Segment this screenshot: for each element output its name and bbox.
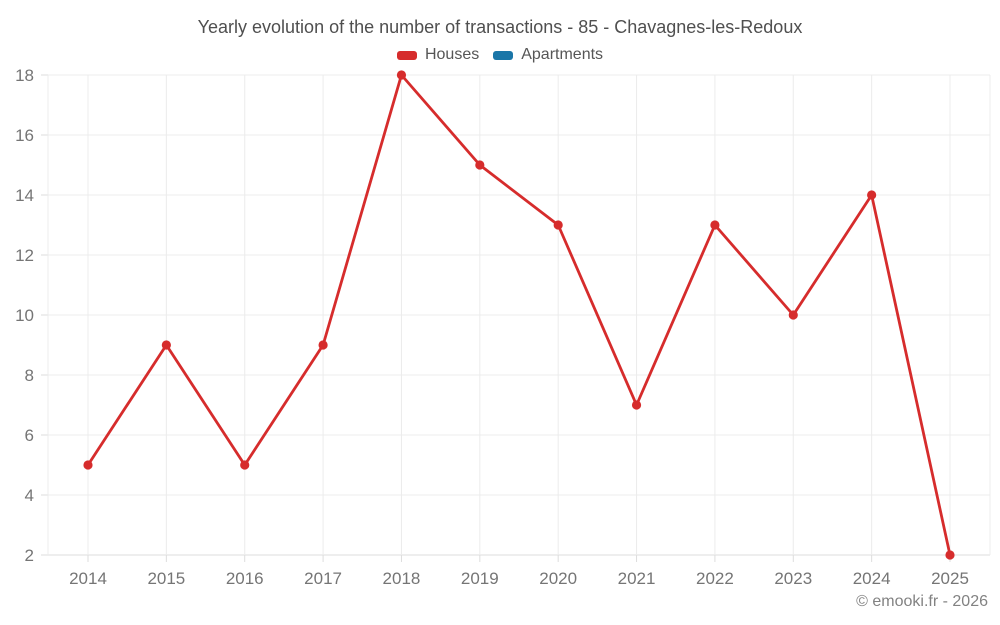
- x-tick-label: 2016: [226, 569, 264, 588]
- data-point-houses-2014[interactable]: [83, 460, 93, 470]
- data-point-houses-2019[interactable]: [475, 160, 485, 170]
- legend: Houses Apartments: [0, 46, 1000, 64]
- x-tick-label: 2024: [853, 569, 891, 588]
- data-point-houses-2015[interactable]: [161, 340, 171, 350]
- y-tick-label: 14: [15, 186, 34, 205]
- y-tick-label: 16: [15, 126, 34, 145]
- legend-item-houses[interactable]: Houses: [396, 46, 480, 64]
- data-point-houses-2020[interactable]: [553, 220, 563, 230]
- data-point-houses-2017[interactable]: [318, 340, 328, 350]
- chart-title: Yearly evolution of the number of transa…: [197, 17, 803, 37]
- legend-label-apartments: Apartments: [521, 46, 604, 63]
- x-tick-label: 2018: [383, 569, 421, 588]
- legend-label-houses: Houses: [424, 46, 480, 63]
- data-point-houses-2021[interactable]: [631, 400, 642, 410]
- x-tick-label: 2025: [931, 569, 969, 588]
- data-point-houses-2022[interactable]: [710, 220, 720, 230]
- y-tick-label: 4: [25, 486, 34, 505]
- data-point-houses-2025[interactable]: [945, 550, 955, 560]
- y-tick-label: 10: [15, 306, 34, 325]
- x-tick-label: 2019: [461, 569, 499, 588]
- x-tick-label: 2020: [539, 569, 577, 588]
- y-tick-label: 18: [15, 66, 34, 85]
- x-tick-label: 2022: [696, 569, 734, 588]
- x-tick-label: 2014: [69, 569, 107, 588]
- y-tick-label: 12: [15, 246, 34, 265]
- data-point-houses-2023[interactable]: [788, 310, 798, 320]
- data-point-houses-2016[interactable]: [240, 460, 250, 470]
- x-tick-label: 2015: [147, 569, 185, 588]
- legend-item-apartments[interactable]: Apartments: [493, 46, 603, 64]
- copyright-text: © emooki.fr - 2026: [856, 593, 988, 610]
- data-point-houses-2024[interactable]: [867, 190, 877, 200]
- x-tick-label: 2021: [618, 569, 656, 588]
- series-line-houses: [86, 73, 952, 557]
- y-tick-label: 2: [25, 546, 34, 565]
- y-tick-label: 6: [25, 426, 34, 445]
- legend-swatch-apartments-icon: [493, 50, 514, 60]
- y-tick-label: 8: [25, 366, 34, 385]
- legend-swatch-houses-icon: [396, 50, 417, 60]
- data-point-houses-2018[interactable]: [396, 70, 407, 80]
- x-tick-label: 2017: [304, 569, 342, 588]
- x-tick-label: 2023: [774, 569, 812, 588]
